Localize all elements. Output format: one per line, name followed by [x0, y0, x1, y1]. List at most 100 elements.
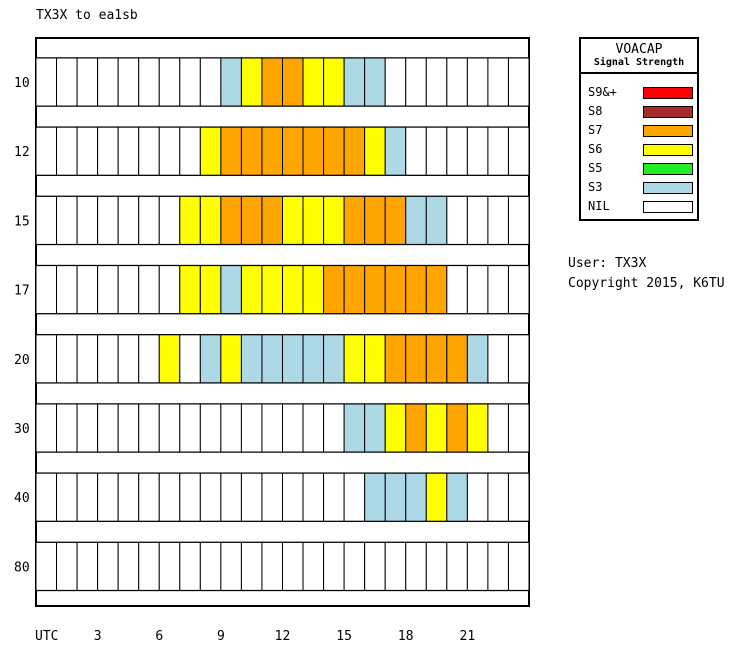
- heatmap-cell: [384, 334, 407, 384]
- heatmap-cell: [302, 403, 325, 453]
- heatmap-cell: [117, 334, 140, 384]
- x-tick-label: 18: [398, 629, 414, 644]
- heatmap-cell: [282, 541, 304, 591]
- heatmap-cell: [384, 541, 407, 591]
- x-tick-label: 21: [460, 629, 476, 644]
- heatmap-cell: [323, 403, 345, 453]
- heatmap-cell: [76, 57, 99, 107]
- heatmap-cell: [199, 472, 222, 522]
- heatmap-cell: [158, 57, 181, 107]
- heatmap-cell: [425, 541, 448, 591]
- heatmap-cell: [97, 403, 119, 453]
- heatmap-cell: [158, 195, 181, 245]
- heatmap-cell: [261, 403, 284, 453]
- heatmap-cell: [323, 57, 345, 107]
- legend-label: NIL: [588, 199, 610, 213]
- heatmap-cell: [158, 334, 181, 384]
- heatmap-cell: [138, 403, 160, 453]
- heatmap-cell: [507, 403, 530, 453]
- heatmap-cell: [384, 472, 407, 522]
- heatmap-cell: [56, 541, 78, 591]
- heatmap-cell: [76, 334, 99, 384]
- heatmap-cell: [364, 403, 386, 453]
- heatmap-cell: [220, 541, 242, 591]
- heatmap-cell: [507, 472, 530, 522]
- band-label: 80: [14, 560, 30, 575]
- heatmap-cell: [261, 195, 284, 245]
- heatmap-cell: [220, 195, 242, 245]
- heatmap-cell: [76, 472, 99, 522]
- heatmap-cell: [76, 195, 99, 245]
- heatmap-cell: [302, 265, 325, 315]
- band-label: 17: [14, 284, 30, 299]
- heatmap-cell: [507, 334, 530, 384]
- heatmap-cell: [56, 57, 78, 107]
- heatmap-cell: [302, 57, 325, 107]
- heatmap-cell: [507, 195, 530, 245]
- heatmap-cell: [261, 472, 284, 522]
- legend-label: S3: [588, 180, 603, 194]
- heatmap-cell: [138, 541, 160, 591]
- heatmap-cell: [158, 265, 181, 315]
- heatmap-cell: [446, 265, 468, 315]
- heatmap-cell: [35, 195, 58, 245]
- heatmap-cell: [261, 57, 284, 107]
- heatmap-cell: [240, 57, 263, 107]
- heatmap-cell: [56, 126, 78, 176]
- heatmap-cell: [76, 541, 99, 591]
- heatmap-cell: [466, 265, 489, 315]
- heatmap-cell: [199, 265, 222, 315]
- heatmap-cell: [405, 265, 427, 315]
- heatmap-cell: [487, 541, 509, 591]
- heatmap-cell: [158, 472, 181, 522]
- heatmap-cell: [240, 541, 263, 591]
- legend-item: S3: [588, 178, 694, 198]
- heatmap-cell: [261, 126, 284, 176]
- heatmap-cell: [364, 126, 386, 176]
- heatmap-cell: [97, 265, 119, 315]
- heatmap-cell: [425, 334, 448, 384]
- heatmap-cell: [35, 541, 58, 591]
- heatmap-cell: [425, 265, 448, 315]
- heatmap-cell: [240, 334, 263, 384]
- heatmap-cell: [35, 265, 58, 315]
- heatmap-cell: [507, 265, 530, 315]
- heatmap-cell: [56, 334, 78, 384]
- heatmap-cell: [405, 57, 427, 107]
- heatmap-cell: [261, 265, 284, 315]
- heatmap-cell: [487, 403, 509, 453]
- legend-label: S6: [588, 142, 603, 156]
- legend-item: S8: [588, 102, 694, 122]
- heatmap-cell: [138, 265, 160, 315]
- band-label: 15: [14, 214, 30, 229]
- heatmap-cell: [364, 334, 386, 384]
- heatmap-cell: [384, 403, 407, 453]
- heatmap-cell: [35, 403, 58, 453]
- heatmap-cell: [446, 195, 468, 245]
- heatmap-cell: [364, 265, 386, 315]
- heatmap-cell: [446, 472, 468, 522]
- heatmap-cell: [446, 334, 468, 384]
- heatmap-cell: [117, 57, 140, 107]
- legend-swatch: [643, 125, 693, 137]
- heatmap-cell: [302, 472, 325, 522]
- heatmap-cell: [425, 472, 448, 522]
- heatmap-cell: [507, 541, 530, 591]
- heatmap-cell: [158, 126, 181, 176]
- heatmap-cell: [97, 472, 119, 522]
- heatmap-cell: [384, 126, 407, 176]
- heatmap-cell: [507, 126, 530, 176]
- heatmap-cell: [240, 195, 263, 245]
- heatmap-cell: [199, 195, 222, 245]
- heatmap-cell: [282, 472, 304, 522]
- legend: VOACAP Signal Strength S9&+ S8 S7 S6 S5 …: [579, 37, 699, 221]
- heatmap-cell: [220, 334, 242, 384]
- heatmap-cell: [117, 541, 140, 591]
- heatmap-cell: [487, 195, 509, 245]
- heatmap-cell: [323, 126, 345, 176]
- heatmap-cell: [323, 265, 345, 315]
- heatmap-cell: [323, 334, 345, 384]
- propagation-chart: 10 12 15 17 20 30 40 80 UTC 3 6 9 12 15 18 21: [14, 37, 530, 644]
- heatmap-cell: [56, 472, 78, 522]
- heatmap-cell: [35, 334, 58, 384]
